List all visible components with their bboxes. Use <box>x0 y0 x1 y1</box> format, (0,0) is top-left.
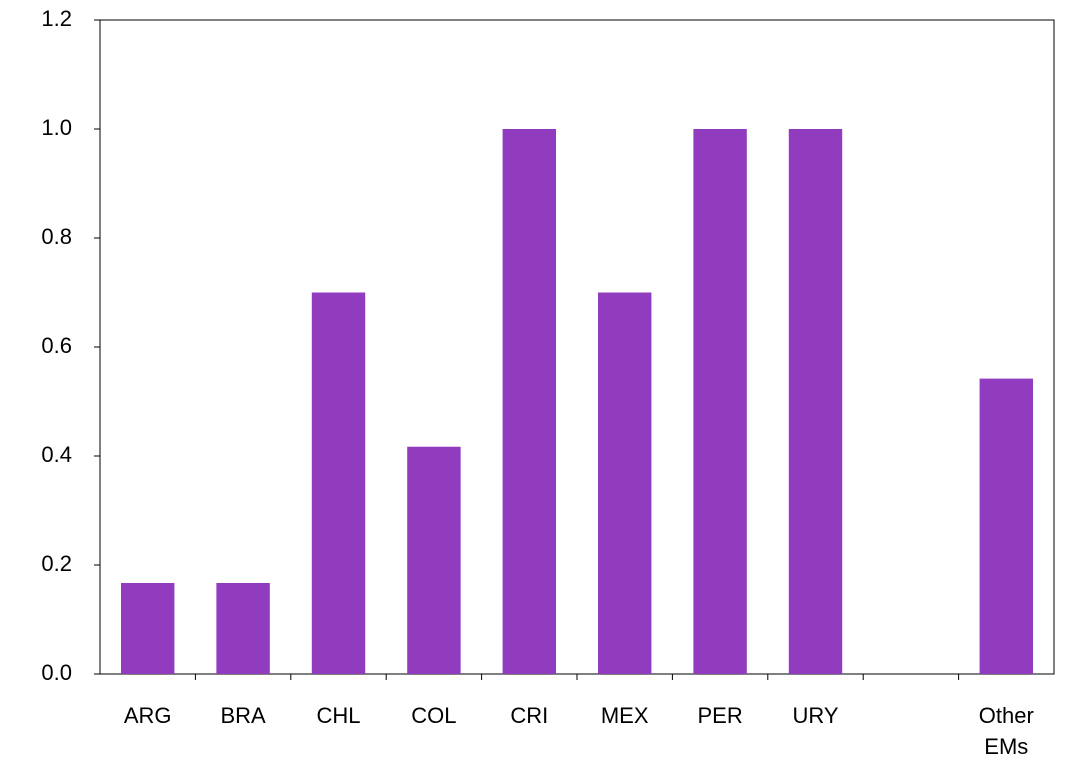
bar <box>120 582 175 674</box>
bar <box>693 129 747 674</box>
bar <box>597 292 652 674</box>
x-tick-label: Other EMs <box>978 703 1034 759</box>
x-tick-label: BRA <box>220 703 266 728</box>
x-tick-label: PER <box>697 703 743 728</box>
bar <box>216 582 270 674</box>
y-tick-label: 0.0 <box>41 660 72 685</box>
y-tick-label: 0.2 <box>41 551 72 576</box>
bar <box>979 378 1034 674</box>
x-tick-label: CHL <box>316 703 361 728</box>
bar <box>311 292 366 674</box>
bar <box>788 129 843 674</box>
x-tick-label: URY <box>792 703 839 728</box>
y-tick-label: 0.4 <box>41 442 72 467</box>
y-tick-label: 0.8 <box>41 224 72 249</box>
x-tick-label: CRI <box>510 703 549 728</box>
y-tick-label: 1.0 <box>41 115 72 140</box>
plot-frame <box>99 19 1055 675</box>
x-tick-label: ARG <box>123 703 172 728</box>
bar <box>407 446 461 674</box>
x-tick-label: COL <box>411 703 457 728</box>
y-tick-label: 0.6 <box>41 333 72 358</box>
x-tick-label: MEX <box>600 703 649 728</box>
y-tick-label: 1.2 <box>41 6 72 31</box>
bar <box>502 129 557 674</box>
